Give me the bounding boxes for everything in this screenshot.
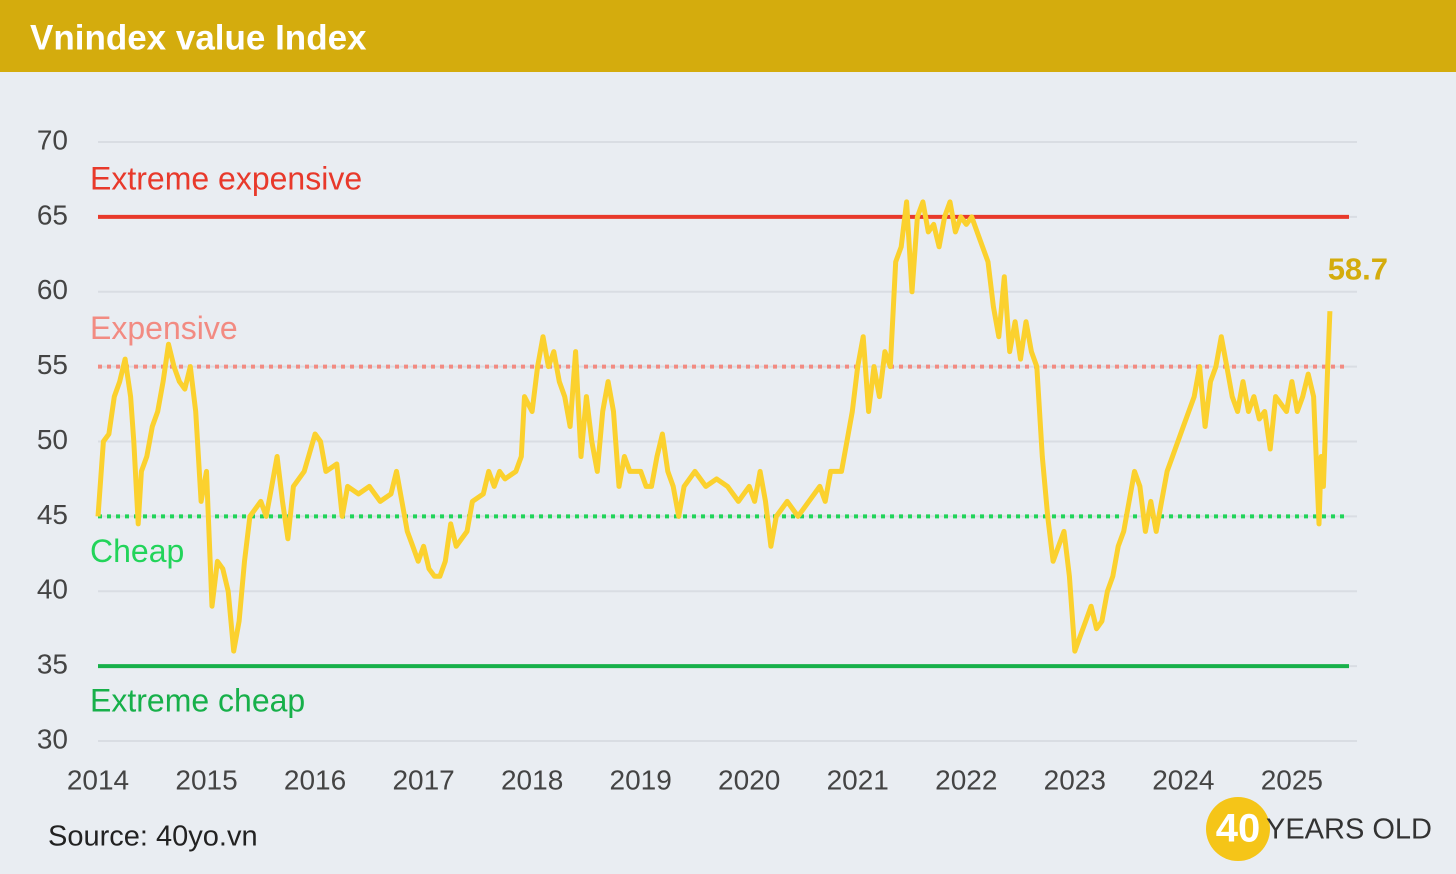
y-tick-label: 65 <box>37 199 68 230</box>
x-tick-label: 2021 <box>827 764 889 795</box>
x-tick-label: 2019 <box>610 764 672 795</box>
chart-title: Vnindex value Index <box>30 18 367 57</box>
y-tick-label: 35 <box>37 649 68 680</box>
x-tick-label: 2024 <box>1152 764 1214 795</box>
reference-label: Extreme expensive <box>90 160 362 196</box>
y-tick-label: 50 <box>37 424 68 455</box>
x-tick-label: 2017 <box>392 764 454 795</box>
logo-text: YEARS OLD <box>1266 814 1432 846</box>
series-line <box>95 199 1333 654</box>
y-tick-label: 55 <box>37 349 68 380</box>
x-tick-label: 2025 <box>1261 764 1323 795</box>
logo-circle <box>1206 797 1270 861</box>
reference-label: Cheap <box>90 533 184 569</box>
y-tick-label: 30 <box>37 723 68 754</box>
x-tick-label: 2015 <box>175 764 237 795</box>
x-tick-label: 2022 <box>935 764 997 795</box>
x-tick-label: 2014 <box>67 764 129 795</box>
x-tick-label: 2023 <box>1044 764 1106 795</box>
value-label: 58.7 <box>1328 251 1388 286</box>
reference-label: Extreme cheap <box>90 683 305 719</box>
source: Source: 40yo.vn <box>48 821 258 853</box>
y-tick-label: 70 <box>37 124 68 155</box>
y-tick-label: 60 <box>37 274 68 305</box>
reference-label: Expensive <box>90 310 238 346</box>
x-tick-label: 2020 <box>718 764 780 795</box>
x-tick-label: 2018 <box>501 764 563 795</box>
x-tick-label: 2016 <box>284 764 346 795</box>
header-bar <box>0 0 1456 72</box>
y-tick-label: 40 <box>37 574 68 605</box>
y-tick-label: 45 <box>37 499 68 530</box>
logo-number: 40 <box>1216 807 1261 851</box>
